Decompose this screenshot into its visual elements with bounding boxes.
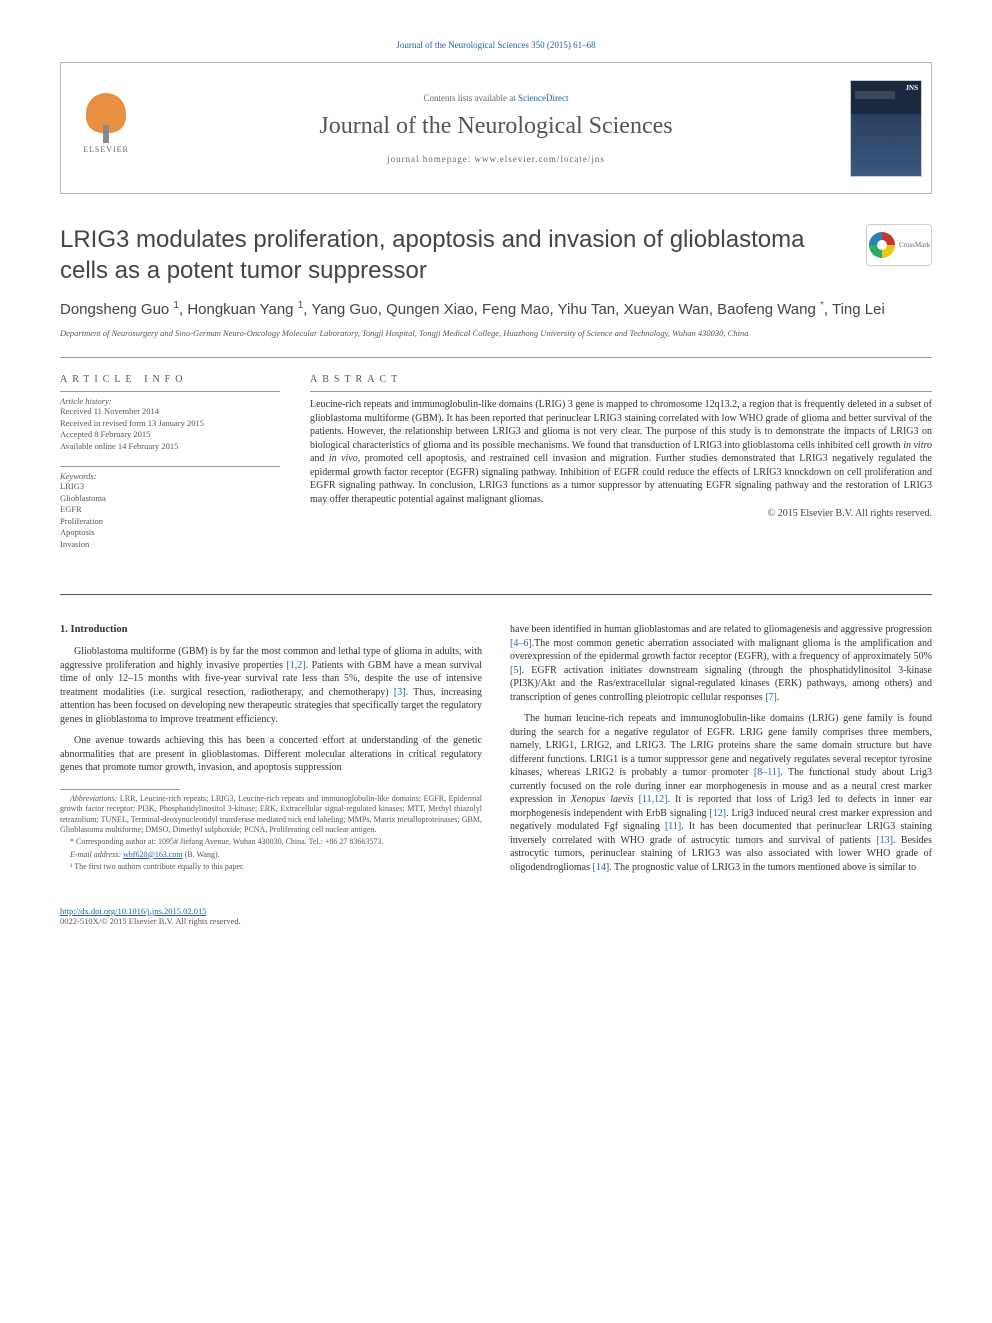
- article-info-heading: ARTICLE INFO: [60, 374, 280, 385]
- intro-p4: The human leucine-rich repeats and immun…: [510, 712, 932, 874]
- intro-p2: One avenue towards achieving this has be…: [60, 734, 482, 775]
- affiliation: Department of Neurosurgery and Sino-Germ…: [60, 328, 932, 339]
- abstract-column: ABSTRACT Leucine-rich repeats and immuno…: [310, 374, 932, 564]
- divider-strong: [60, 594, 932, 595]
- crossmark-icon: [869, 232, 895, 258]
- email-suffix: (B. Wang).: [183, 850, 220, 859]
- journal-homepage[interactable]: journal homepage: www.elsevier.com/locat…: [387, 154, 605, 164]
- abbrev-label: Abbreviations:: [70, 794, 117, 803]
- intro-p1: Glioblastoma multiforme (GBM) is by far …: [60, 645, 482, 726]
- keywords-label: Keywords:: [60, 471, 280, 481]
- bottom-bar: http://dx.doi.org/10.1016/j.jns.2015.02.…: [60, 906, 932, 926]
- email-link[interactable]: wbf620@163.com: [123, 850, 183, 859]
- contents-prefix: Contents lists available at: [424, 93, 518, 103]
- body-columns: 1. Introduction Glioblastoma multiforme …: [60, 619, 932, 882]
- intro-p3: have been identified in human glioblasto…: [510, 623, 932, 704]
- publisher-logo-box: ELSEVIER: [61, 63, 151, 193]
- journal-name: Journal of the Neurological Sciences: [319, 113, 672, 140]
- article-title: LRIG3 modulates proliferation, apoptosis…: [60, 224, 846, 286]
- top-citation[interactable]: Journal of the Neurological Sciences 350…: [60, 40, 932, 50]
- abstract-heading: ABSTRACT: [310, 374, 932, 385]
- divider: [60, 357, 932, 358]
- email-label: E-mail address:: [70, 850, 123, 859]
- equal-contrib-footnote: ¹ The first two authors contribute equal…: [60, 862, 482, 872]
- crossmark-label: CrossMark: [899, 241, 930, 249]
- crossmark-badge[interactable]: CrossMark: [866, 224, 932, 266]
- intro-heading: 1. Introduction: [60, 623, 482, 637]
- doi-link[interactable]: http://dx.doi.org/10.1016/j.jns.2015.02.…: [60, 906, 206, 916]
- authors-list: Dongsheng Guo 1, Hongkuan Yang 1, Yang G…: [60, 300, 932, 318]
- keywords-text: LRIG3GlioblastomaEGFRProliferationApopto…: [60, 481, 280, 550]
- footnotes: Abbreviations: LRR, Leucine-rich repeats…: [60, 794, 482, 873]
- article-info-column: ARTICLE INFO Article history: Received 1…: [60, 374, 280, 564]
- journal-cover-icon: [850, 80, 922, 177]
- corresponding-footnote: * Corresponding author at: 1095# Jiefang…: [60, 837, 482, 847]
- history-label: Article history:: [60, 396, 280, 406]
- email-footnote: E-mail address: wbf620@163.com (B. Wang)…: [60, 850, 482, 860]
- history-text: Received 11 November 2014Received in rev…: [60, 406, 280, 452]
- abbrev-text: LRR, Leucine-rich repeats; LRIG3, Leucin…: [60, 794, 482, 834]
- abbrev-footnote: Abbreviations: LRR, Leucine-rich repeats…: [60, 794, 482, 836]
- issn-copyright: 0022-510X/© 2015 Elsevier B.V. All right…: [60, 916, 932, 926]
- sciencedirect-link[interactable]: ScienceDirect: [518, 93, 568, 103]
- journal-header: ELSEVIER Contents lists available at Sci…: [60, 62, 932, 194]
- contents-line: Contents lists available at ScienceDirec…: [424, 93, 569, 103]
- elsevier-logo-icon: ELSEVIER: [76, 93, 136, 163]
- journal-cover-box: [841, 63, 931, 193]
- abstract-copyright: © 2015 Elsevier B.V. All rights reserved…: [310, 508, 932, 519]
- header-center: Contents lists available at ScienceDirec…: [151, 63, 841, 193]
- abstract-text: Leucine-rich repeats and immunoglobulin-…: [310, 391, 932, 506]
- publisher-name: ELSEVIER: [76, 145, 136, 154]
- footnote-rule: [60, 789, 180, 790]
